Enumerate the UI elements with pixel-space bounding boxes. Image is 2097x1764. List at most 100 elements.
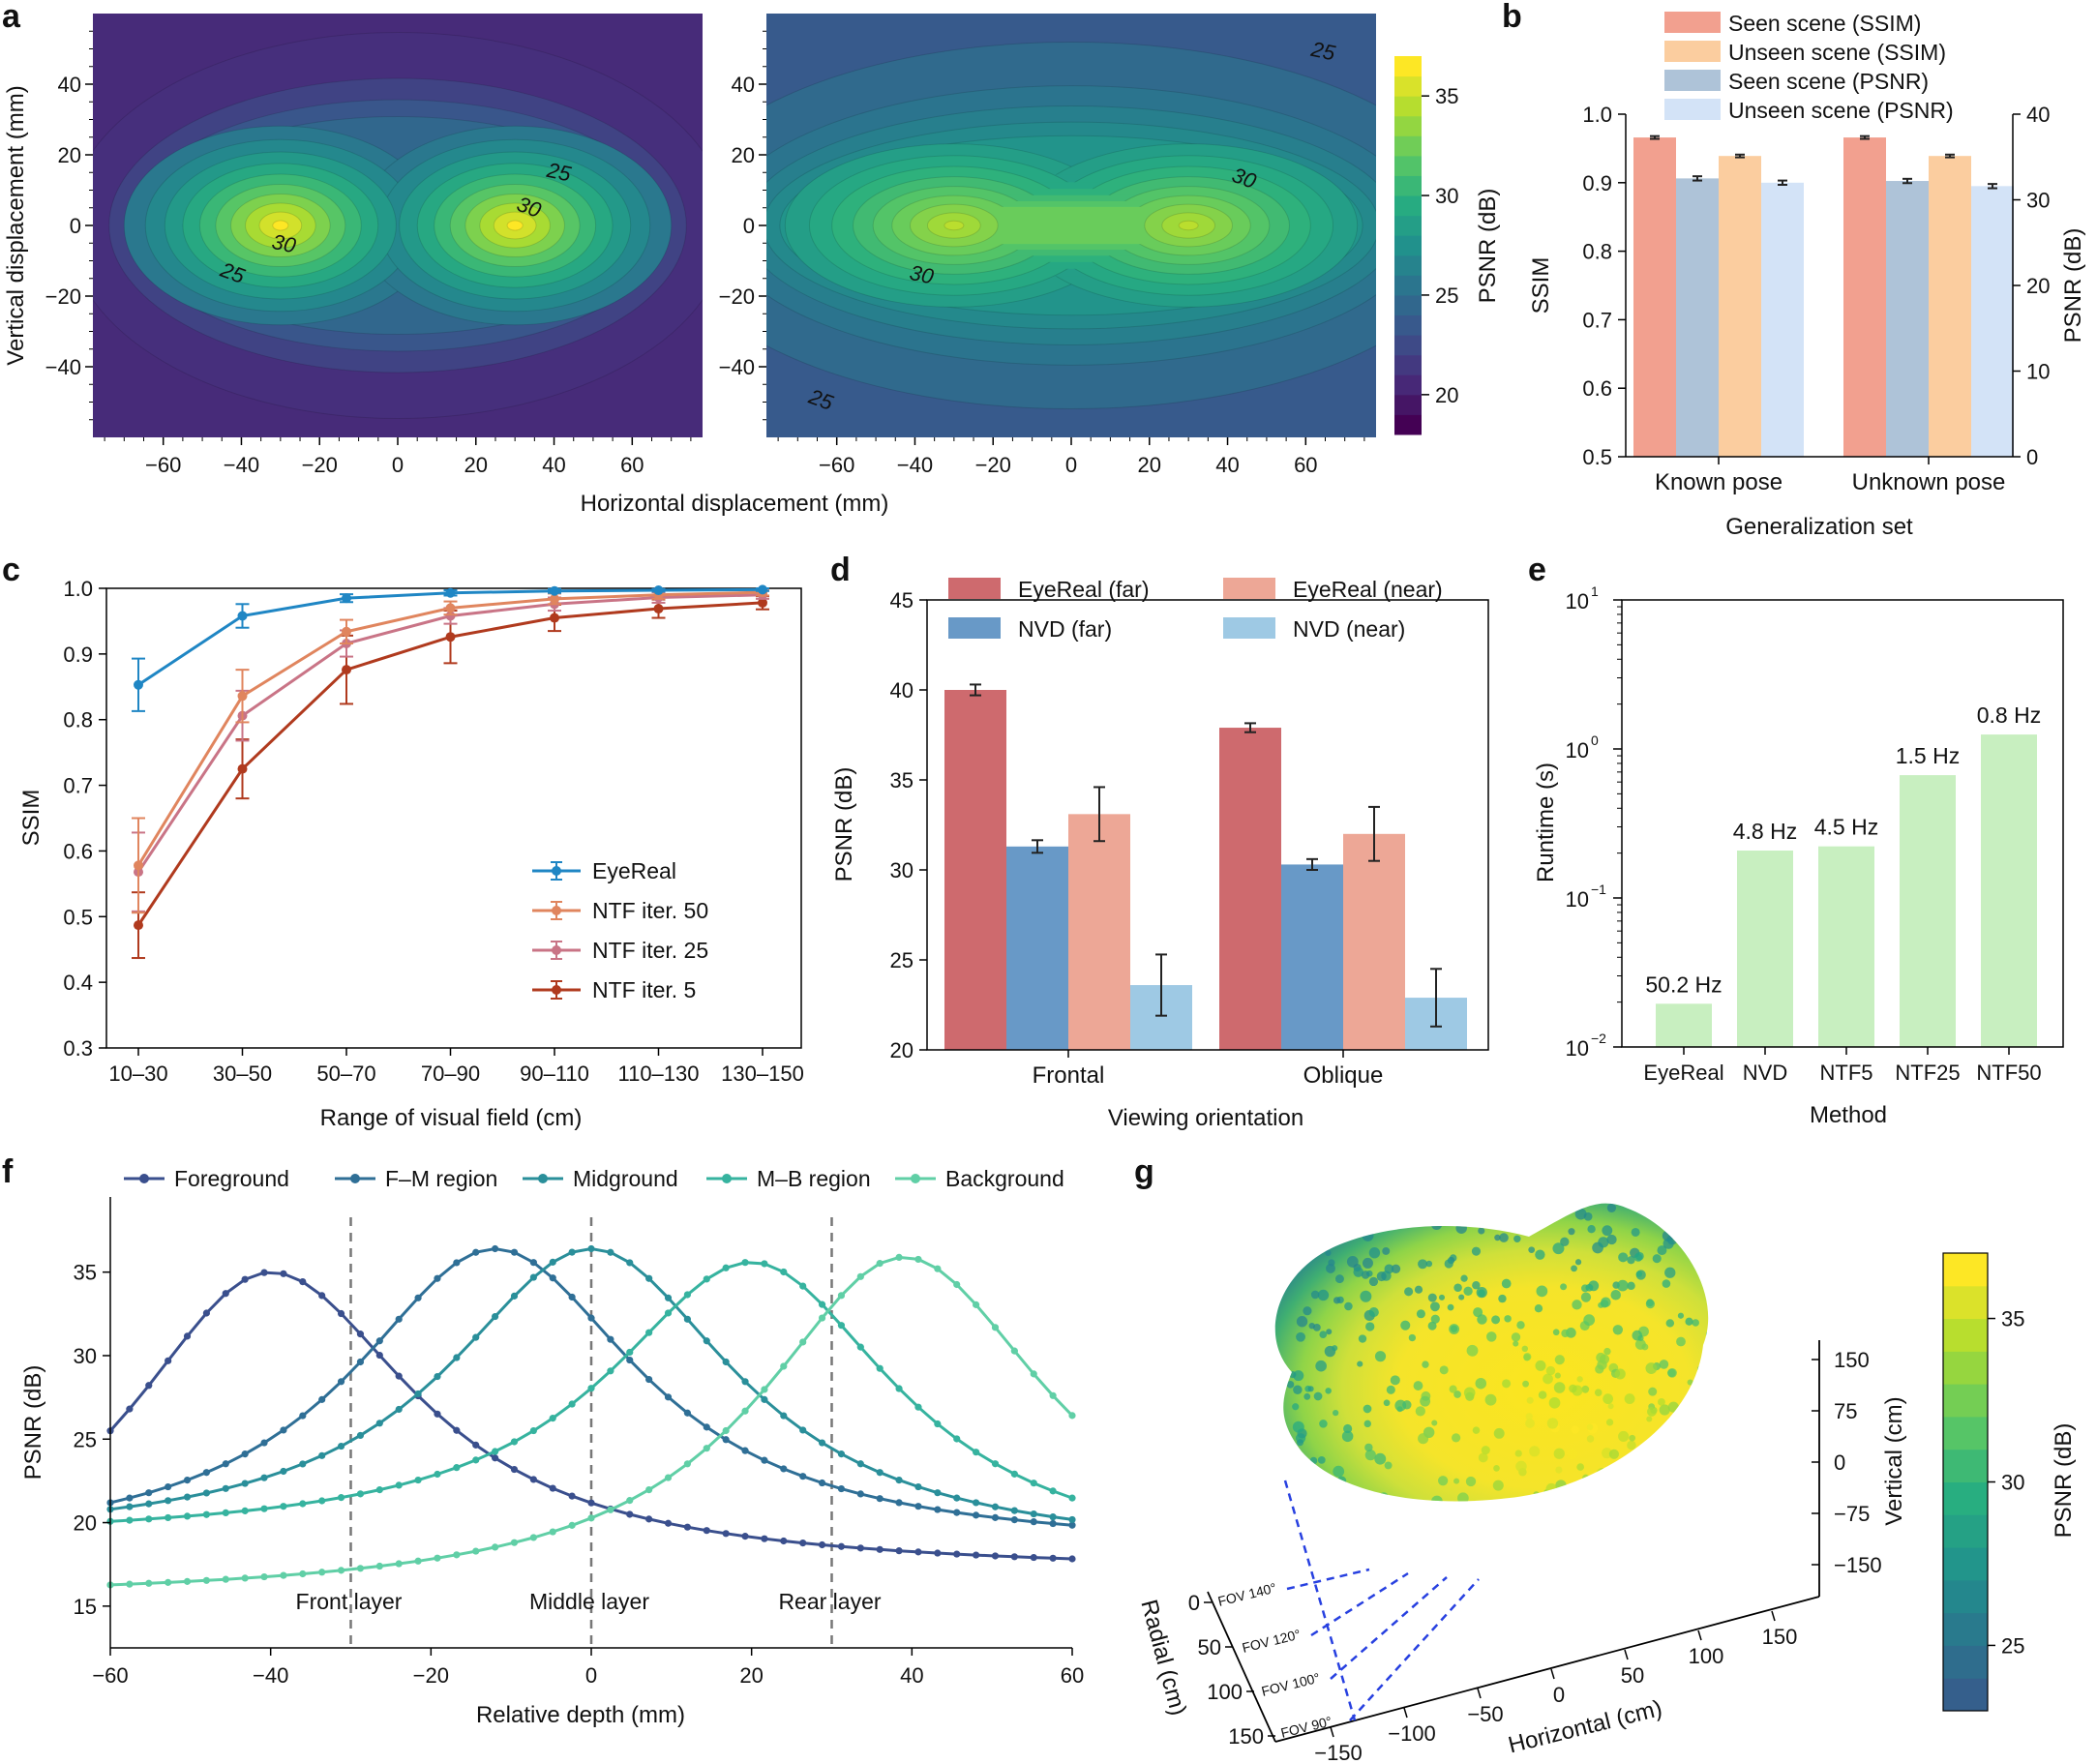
scatter-point	[1332, 1345, 1338, 1352]
colorbar-step	[1394, 175, 1422, 196]
panel-label-f: f	[2, 1153, 14, 1190]
data-point	[434, 1372, 441, 1381]
scatter-point	[1710, 1300, 1719, 1308]
x-tick-label: 20	[464, 453, 488, 477]
scatter-point	[1596, 1352, 1606, 1363]
scatter-point	[1596, 1475, 1603, 1481]
radial-axis	[1207, 1591, 1276, 1743]
data-point	[991, 1552, 1000, 1560]
x-tick-label: 60	[1061, 1663, 1084, 1688]
scatter-point	[1514, 1450, 1522, 1457]
legend-entry: Foreground	[174, 1166, 289, 1191]
data-point	[780, 1412, 788, 1420]
x-axis-label: Relative depth (mm)	[476, 1702, 685, 1728]
scatter-point	[1504, 1315, 1512, 1323]
scatter-point	[1478, 1452, 1488, 1463]
data-point	[434, 1410, 441, 1418]
data-point	[934, 1489, 942, 1497]
scatter-point	[1477, 1314, 1487, 1325]
y-tick-label: 15	[74, 1595, 97, 1619]
data-point	[741, 1533, 749, 1540]
data-point	[1049, 1391, 1057, 1399]
data-point	[510, 1248, 519, 1256]
scatter-point	[1693, 1422, 1703, 1433]
scatter-point	[1333, 1410, 1339, 1417]
data-point	[991, 1503, 1000, 1510]
colorbar-step	[1943, 1318, 1988, 1352]
data-point	[183, 1332, 192, 1340]
scatter-point	[1326, 1263, 1335, 1273]
x-tick-label: 30–50	[213, 1061, 272, 1086]
data-point	[876, 1495, 884, 1503]
data-point	[1049, 1487, 1057, 1495]
legend-entry: EyeReal (far)	[1018, 577, 1149, 602]
colorbar-step	[1394, 155, 1422, 176]
data-point	[799, 1473, 807, 1480]
data-point	[780, 1362, 788, 1370]
scatter-point	[1610, 1289, 1621, 1301]
data-point	[837, 1484, 846, 1493]
scatter-point	[1571, 1425, 1579, 1434]
contour-band-1	[1178, 220, 1199, 231]
data-point	[318, 1292, 326, 1300]
scatter-point	[1665, 1319, 1675, 1328]
data-point	[991, 1460, 1000, 1468]
panel-g-3d-scatter: 150 75 0 −75 −150 Vertical (cm) −150 −100 −50 0 50…	[1135, 1203, 2077, 1764]
data-point	[587, 1314, 595, 1322]
scatter-point	[1602, 1225, 1613, 1237]
scatter-point	[1439, 1365, 1449, 1375]
horizontal-tick-label: 50	[1621, 1663, 1644, 1688]
scatter-point	[1526, 1396, 1534, 1404]
data-point	[683, 1315, 692, 1323]
scatter-point	[1646, 1406, 1657, 1417]
data-point	[1010, 1347, 1018, 1355]
scatter-point	[1698, 1213, 1706, 1221]
x-tick-label: NTF5	[1820, 1061, 1873, 1085]
y2-axis-label: PSNR (dB)	[2060, 228, 2086, 344]
legend-entry: Unseen scene (SSIM)	[1728, 40, 1946, 65]
scatter-point	[1545, 1365, 1556, 1376]
data-point	[703, 1275, 710, 1283]
horizontal-tick	[1550, 1668, 1555, 1680]
colorbar-step	[1394, 335, 1422, 356]
scatter-point	[1627, 1281, 1635, 1291]
data-point	[375, 1486, 383, 1494]
y-tick-label: 0.9	[63, 643, 93, 667]
scatter-point	[1636, 1446, 1649, 1458]
scatter-point	[1601, 1297, 1611, 1308]
data-point	[299, 1460, 307, 1468]
scatter-point	[1274, 1493, 1285, 1502]
x-tick-label: −60	[819, 453, 854, 477]
data-point	[434, 1470, 441, 1479]
fov-dashed-line	[1286, 1568, 1370, 1591]
data-point	[934, 1549, 942, 1557]
bar-eyereal--near-	[1343, 833, 1405, 1050]
x-tick-label: NTF25	[1895, 1061, 1960, 1085]
data-point	[895, 1547, 903, 1555]
scatter-point	[1686, 1203, 1693, 1211]
scatter-point	[1328, 1211, 1339, 1222]
x-tick-label: 130–150	[721, 1061, 804, 1086]
x-tick-label: 0	[585, 1663, 597, 1688]
legend-swatch	[1664, 12, 1721, 33]
scatter-point	[1427, 1321, 1437, 1330]
colorbar-tick-label: 25	[2001, 1633, 2024, 1658]
data-point	[356, 1565, 365, 1572]
data-point	[529, 1476, 537, 1483]
vertical-tick-label: 75	[1834, 1399, 1857, 1423]
data-point	[126, 1405, 134, 1413]
data-point	[260, 1474, 268, 1481]
vertical-tick-label: 0	[1834, 1450, 1845, 1475]
x-tick-label: −60	[92, 1663, 128, 1688]
scatter-point	[1402, 1400, 1412, 1410]
data-point	[492, 1448, 499, 1455]
radial-axis-label: Radial (cm)	[1135, 1597, 1191, 1718]
data-point	[260, 1439, 268, 1447]
data-point	[453, 1426, 461, 1434]
data-point	[222, 1484, 229, 1492]
data-point	[1068, 1412, 1076, 1420]
data-point	[222, 1509, 229, 1517]
data-point	[876, 1545, 884, 1553]
scatter-point	[1633, 1501, 1642, 1510]
scatter-point	[1667, 1401, 1679, 1413]
